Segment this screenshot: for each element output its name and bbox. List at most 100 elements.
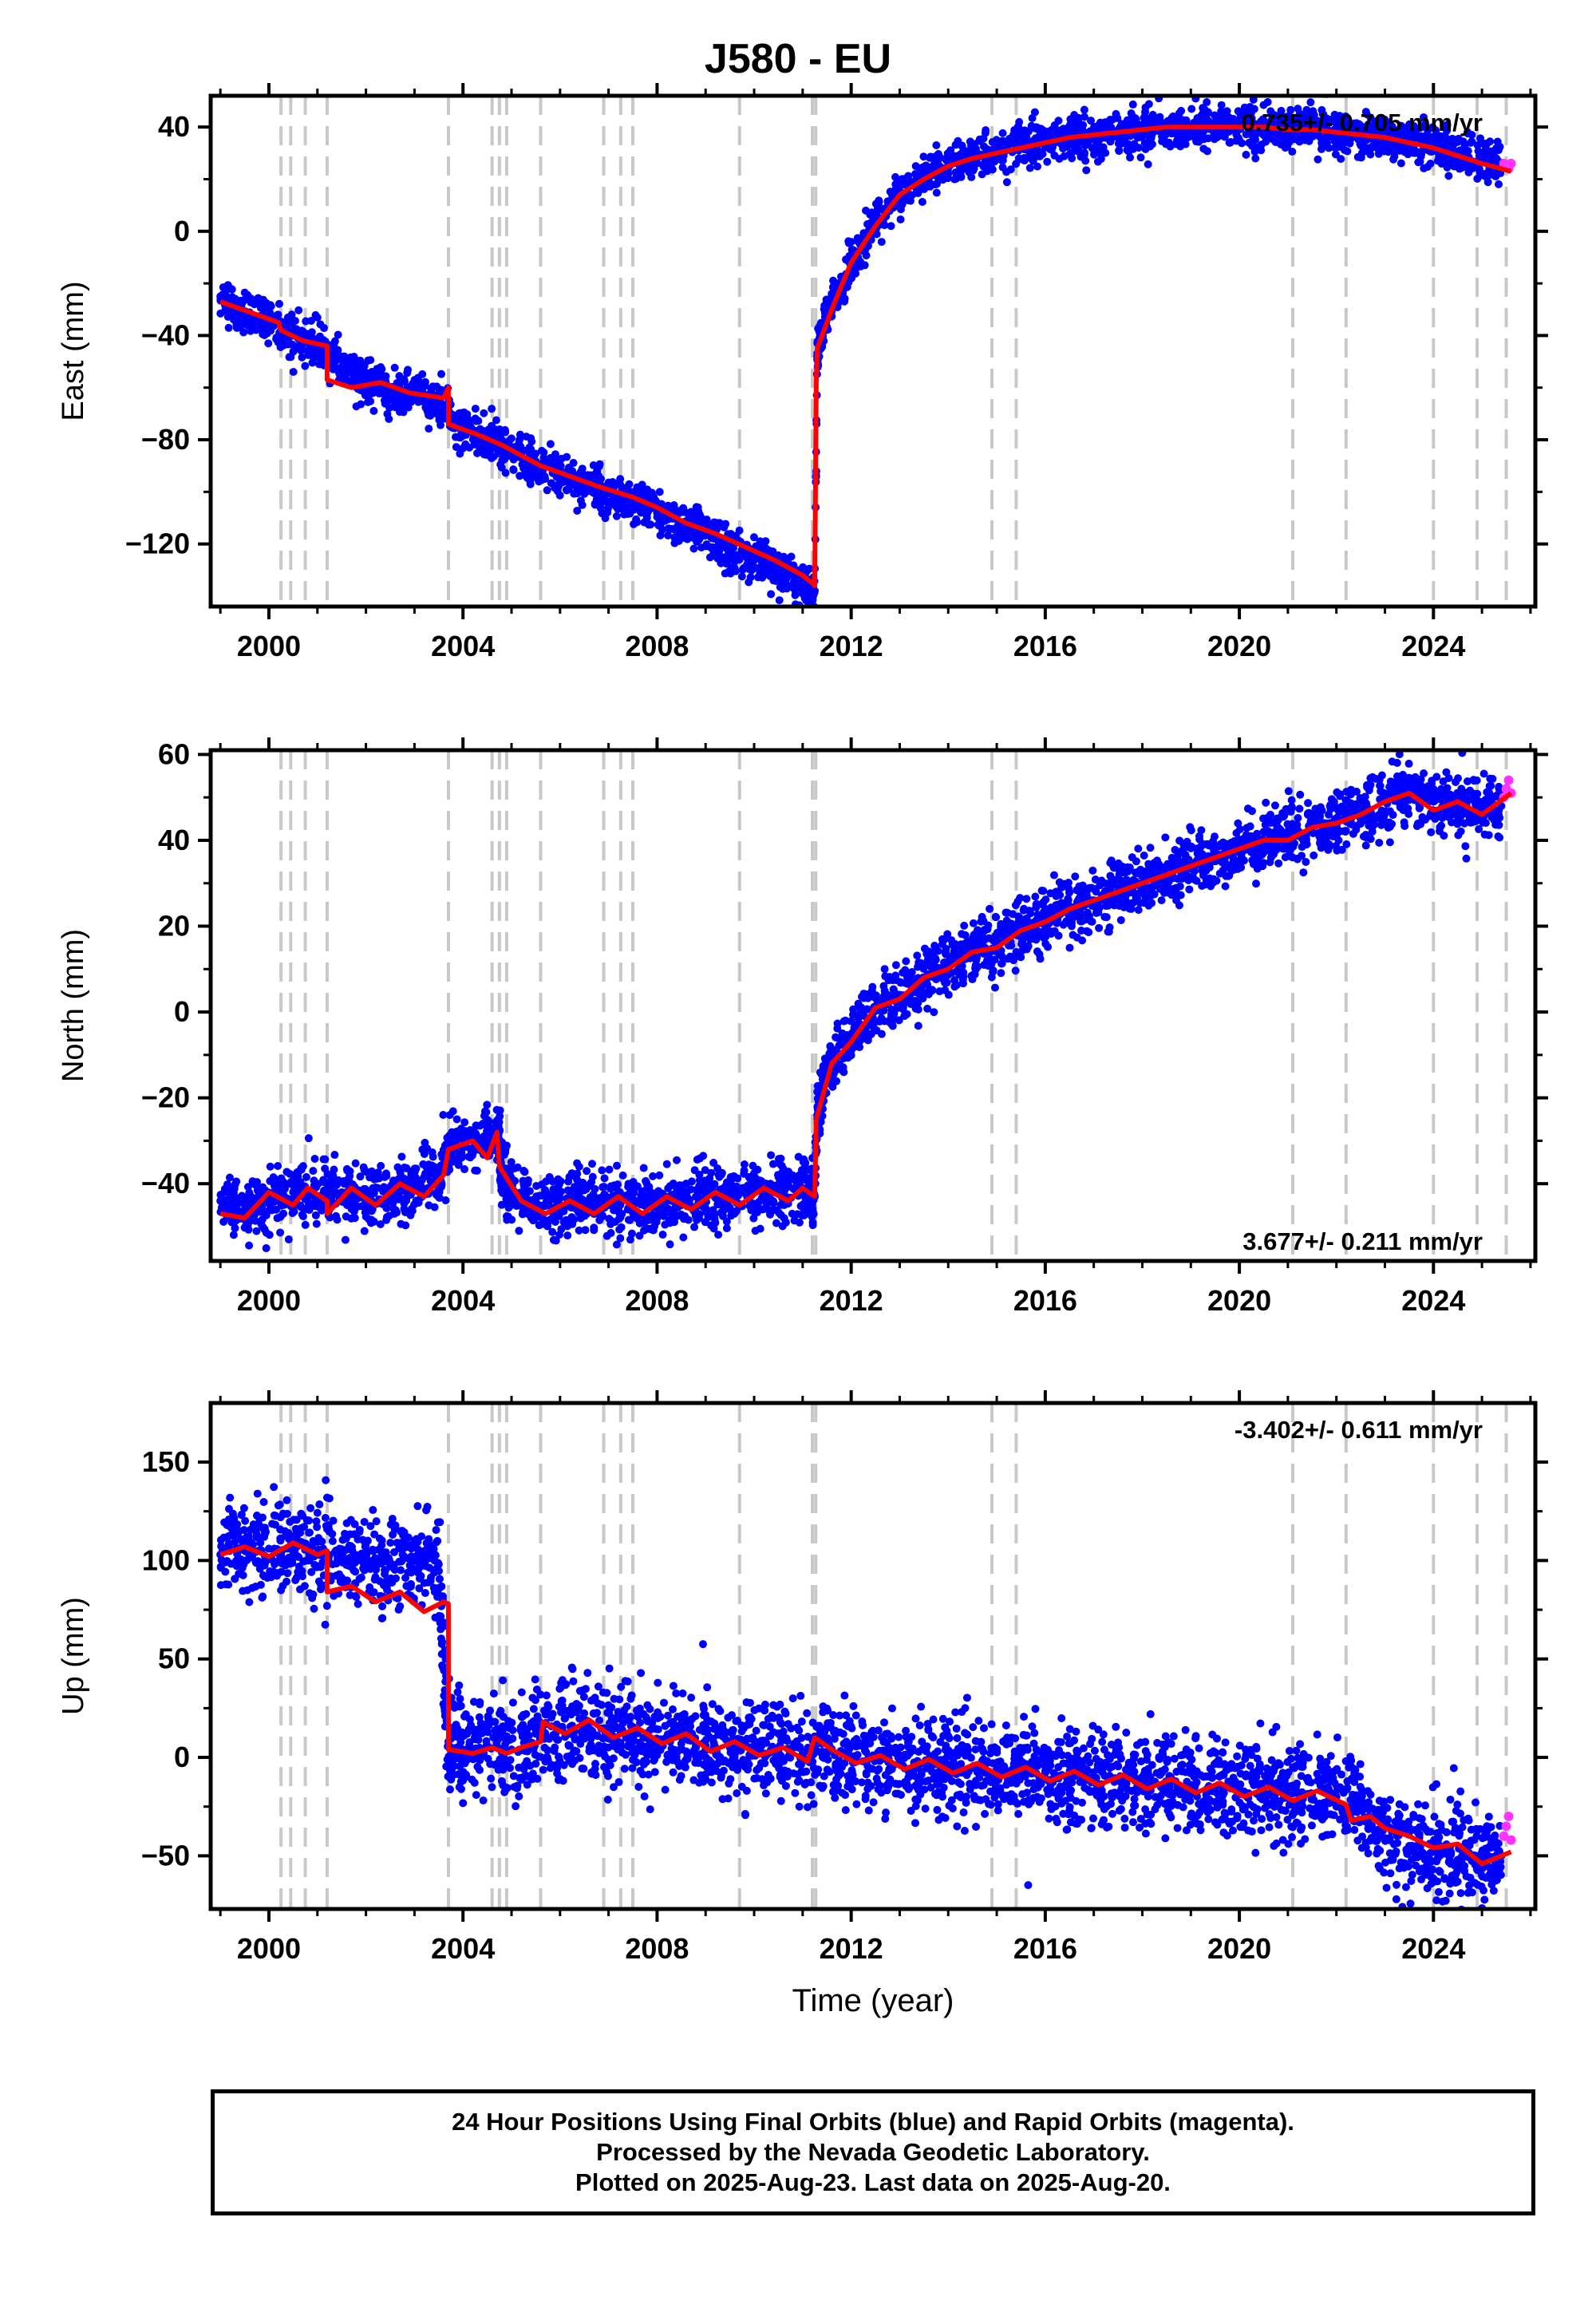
x-tick-label: 2004 (431, 630, 495, 662)
final-point (662, 1160, 671, 1168)
final-point (428, 1161, 437, 1170)
final-point (589, 461, 598, 470)
final-point (774, 1155, 783, 1164)
final-point (557, 1225, 566, 1234)
final-point (573, 506, 582, 515)
final-point (938, 175, 947, 184)
final-point (543, 1195, 551, 1203)
final-point (1475, 164, 1483, 173)
final-point (465, 443, 474, 452)
final-point (1059, 124, 1068, 133)
final-point (375, 1174, 384, 1183)
final-point (625, 480, 634, 488)
final-point (314, 1180, 322, 1188)
final-point (556, 1194, 565, 1203)
final-point (590, 1226, 598, 1235)
final-point (328, 340, 337, 349)
final-point (426, 1177, 435, 1186)
final-point (338, 362, 346, 371)
final-point (219, 1217, 228, 1226)
final-point (472, 417, 480, 425)
final-point (567, 1169, 576, 1178)
final-point (699, 1152, 708, 1160)
final-point (570, 489, 579, 498)
final-point (568, 1219, 577, 1228)
final-point (496, 429, 504, 438)
final-point (375, 383, 384, 392)
final-point (369, 1184, 377, 1192)
final-point (743, 550, 752, 559)
final-point (251, 326, 260, 334)
final-point (397, 376, 405, 385)
final-point (673, 1156, 681, 1164)
final-point (1463, 128, 1472, 136)
final-point (456, 1154, 465, 1163)
final-point (329, 365, 338, 373)
final-point (678, 1190, 686, 1199)
final-point (471, 1166, 480, 1175)
final-point (284, 1235, 293, 1244)
final-point (266, 1162, 275, 1171)
y-tick-label: −120 (125, 528, 190, 560)
final-point (967, 173, 976, 182)
final-point (434, 1193, 443, 1202)
final-point (1481, 145, 1490, 154)
final-point (302, 317, 310, 326)
final-point (243, 1183, 252, 1192)
x-tick-label: 2016 (1013, 630, 1077, 662)
final-point (1202, 111, 1211, 120)
final-point (1080, 151, 1088, 160)
final-point (425, 411, 433, 420)
final-point (1115, 147, 1124, 156)
final-point (501, 468, 510, 477)
final-point (914, 189, 922, 198)
final-point (306, 345, 315, 354)
final-point (1089, 150, 1098, 159)
final-point (642, 1176, 650, 1185)
final-point (1025, 164, 1034, 172)
final-point (799, 563, 808, 571)
final-point (543, 486, 551, 495)
final-point (434, 399, 443, 408)
final-point (330, 1151, 339, 1160)
final-point (873, 207, 882, 215)
x-tick-label: 2012 (820, 630, 883, 662)
final-point (722, 1224, 731, 1233)
final-point (1013, 131, 1022, 140)
final-point (1426, 159, 1435, 168)
final-point (1333, 112, 1342, 121)
final-point (1238, 109, 1247, 117)
final-point (403, 369, 412, 377)
final-point (639, 1194, 648, 1203)
final-point (1337, 122, 1346, 131)
final-point (768, 1197, 777, 1206)
final-point (441, 1196, 450, 1205)
final-point (702, 539, 711, 548)
final-point (1187, 105, 1196, 113)
final-point (1028, 114, 1037, 123)
final-point (539, 1215, 548, 1224)
final-point (311, 1211, 320, 1219)
final-point (301, 362, 310, 370)
final-point (264, 339, 273, 348)
final-point (711, 1218, 720, 1227)
final-point (758, 573, 767, 582)
final-point (276, 1228, 285, 1237)
final-point (1138, 131, 1147, 140)
final-point (395, 408, 404, 417)
final-point (896, 215, 905, 223)
final-point (612, 1240, 621, 1249)
final-point (1018, 137, 1027, 146)
final-point (605, 1215, 614, 1223)
final-point (556, 461, 565, 470)
final-point (1238, 139, 1246, 148)
final-point (329, 1172, 338, 1180)
final-point (753, 1165, 762, 1174)
final-point (312, 1219, 321, 1228)
final-point (775, 596, 784, 605)
final-point (341, 1235, 350, 1244)
final-point (709, 543, 718, 551)
final-point (729, 1173, 738, 1182)
final-point (581, 1226, 590, 1235)
final-point (1491, 144, 1500, 152)
